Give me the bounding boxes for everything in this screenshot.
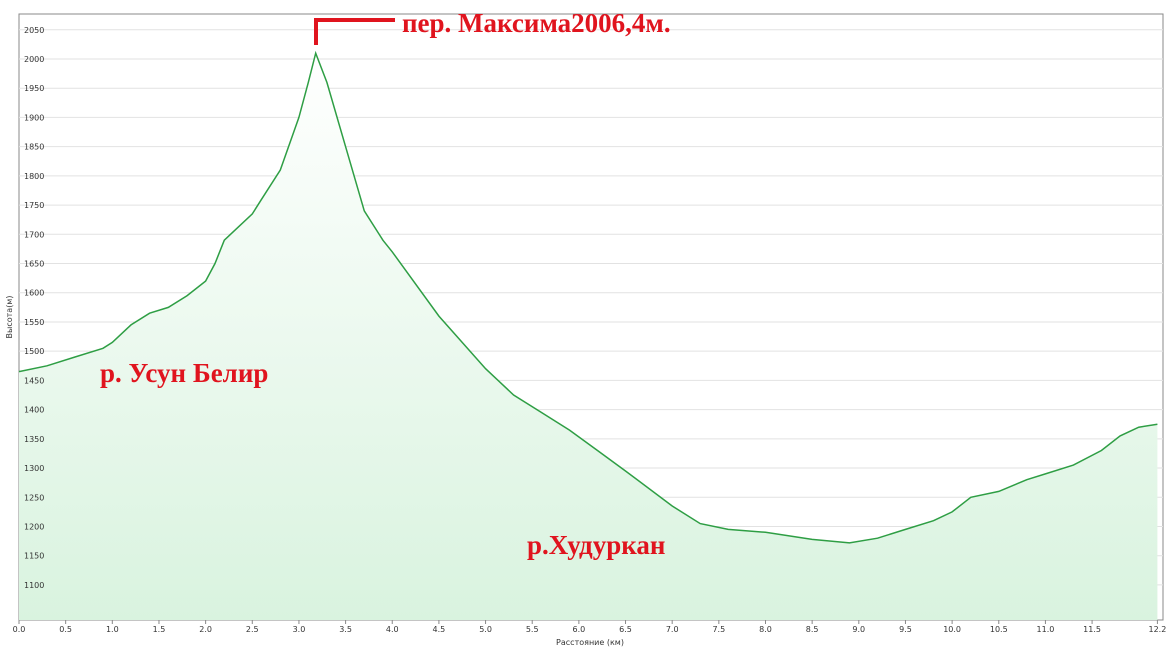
- x-tick-label: 4.5: [433, 625, 446, 634]
- area-fill: [19, 53, 1158, 620]
- y-tick-label: 1800: [24, 172, 44, 181]
- y-tick-label: 1250: [24, 493, 44, 502]
- y-tick-label: 1350: [24, 435, 44, 444]
- y-tick-label: 1700: [24, 230, 44, 239]
- elevation-line: [18, 50, 1158, 544]
- annotation: р.Худуркан: [527, 530, 665, 560]
- x-tick-label: 10.0: [943, 625, 961, 634]
- x-tick-label: 10.5: [990, 625, 1008, 634]
- x-tick-label: 8.0: [759, 625, 772, 634]
- x-tick-label: 11.0: [1037, 625, 1055, 634]
- x-tick-label: 12.2: [1148, 625, 1166, 634]
- x-tick-label: 7.0: [666, 625, 679, 634]
- y-tick-label: 1200: [24, 522, 44, 531]
- x-tick-label: 9.0: [852, 625, 865, 634]
- x-tick-label: 3.5: [339, 625, 352, 634]
- y-tick-label: 1750: [24, 201, 44, 210]
- x-tick-label: 11.5: [1083, 625, 1101, 634]
- x-tick-label: 1.5: [153, 625, 166, 634]
- y-tick-label: 1450: [24, 376, 44, 385]
- y-tick-label: 1550: [24, 318, 44, 327]
- x-tick-label: 0.0: [13, 625, 26, 634]
- y-axis-title: Высота(м): [5, 296, 14, 339]
- x-tick-label: 5.0: [479, 625, 492, 634]
- y-tick-label: 1100: [24, 581, 44, 590]
- y-tick-label: 1150: [24, 552, 44, 561]
- y-tick-label: 1500: [24, 347, 44, 356]
- x-tick-label: 8.5: [806, 625, 819, 634]
- x-tick-label: 6.0: [573, 625, 586, 634]
- y-tick-label: 1950: [24, 84, 44, 93]
- x-tick-label: 4.0: [386, 625, 399, 634]
- x-axis-title: Расстояние (км): [556, 638, 624, 647]
- x-tick-label: 0.5: [59, 625, 72, 634]
- annotation-bracket: [314, 18, 395, 45]
- x-tick-label: 2.5: [246, 625, 259, 634]
- y-tick-label: 2000: [24, 55, 44, 64]
- annotation: пер. Максима2006,4м.: [402, 8, 671, 38]
- y-tick-label: 1650: [24, 260, 44, 269]
- x-tick-label: 2.0: [199, 625, 212, 634]
- y-tick-label: 1400: [24, 406, 44, 415]
- y-tick-label: 1300: [24, 464, 44, 473]
- y-tick-label: 1600: [24, 289, 44, 298]
- x-tick-label: 3.0: [293, 625, 306, 634]
- y-tick-label: 2050: [24, 26, 44, 35]
- x-tick-label: 6.5: [619, 625, 632, 634]
- x-tick-label: 1.0: [106, 625, 119, 634]
- annotation: р. Усун Белир: [100, 358, 268, 388]
- x-tick-label: 5.5: [526, 625, 539, 634]
- y-tick-label: 1900: [24, 113, 44, 122]
- y-tick-label: 1850: [24, 143, 44, 152]
- x-tick-label: 9.5: [899, 625, 912, 634]
- x-tick-label: 7.5: [712, 625, 725, 634]
